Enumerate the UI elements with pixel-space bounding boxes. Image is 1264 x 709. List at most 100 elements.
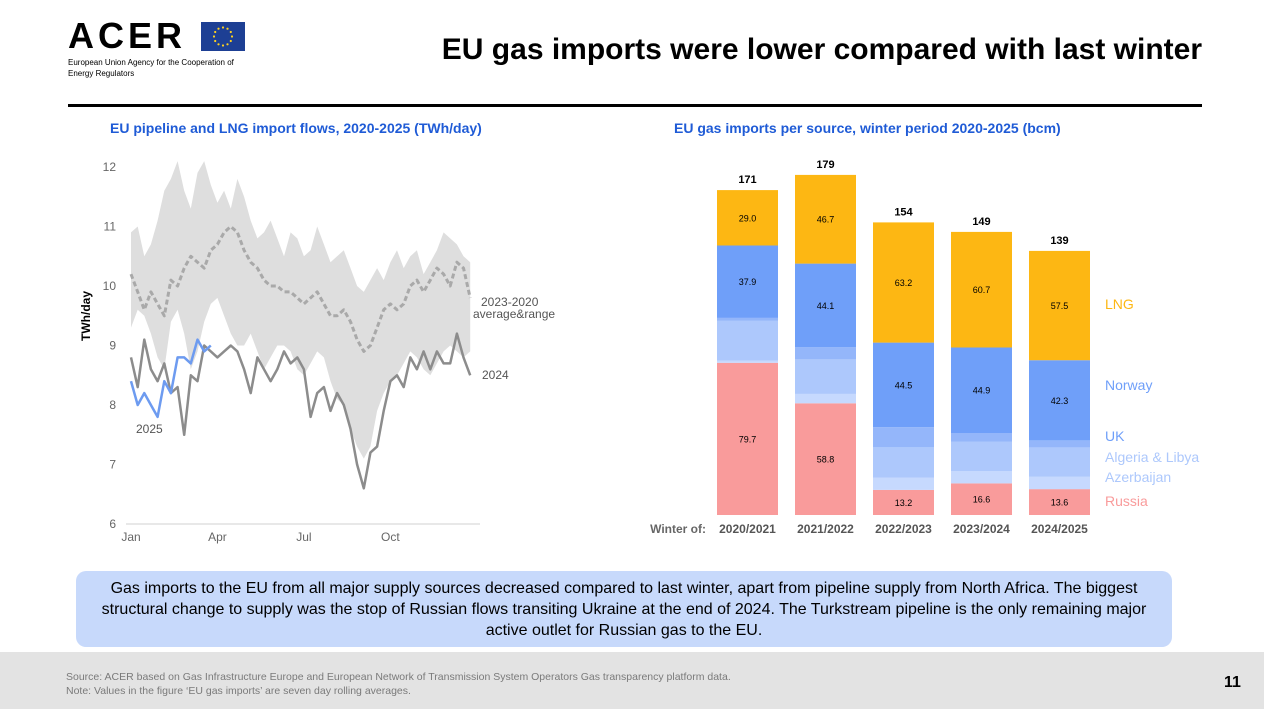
- bar-value-label: 60.7: [973, 285, 991, 295]
- bar-value-label: 42.3: [1051, 396, 1069, 406]
- bar-segment: [717, 190, 778, 246]
- y-tick-label: 11: [104, 220, 117, 234]
- average-line: [129, 225, 472, 353]
- flag-star: [217, 43, 220, 46]
- flag-star: [229, 30, 232, 34]
- bar-value-label: 37.9: [739, 277, 757, 287]
- bar-segment: [795, 359, 856, 394]
- x-category-label: 2020/2021: [719, 522, 776, 536]
- bar-value-label: 46.7: [817, 215, 835, 225]
- bar-segment: [795, 263, 856, 348]
- bar-segment: [873, 342, 934, 428]
- bar-value-label: 13.6: [1051, 498, 1069, 508]
- legend-label: Russia: [1105, 493, 1148, 509]
- values-note: Note: Values in the figure ‘EU gas impor…: [66, 685, 411, 697]
- bar-value-label: 57.5: [1051, 301, 1069, 311]
- bar-segment: [1029, 360, 1090, 441]
- legend-label: Algeria & Libya: [1105, 449, 1199, 465]
- range-band: [131, 161, 471, 459]
- bar-segment: [873, 427, 934, 448]
- x-tick-label: Apr: [208, 530, 227, 544]
- x-category-label: 2022/2023: [875, 522, 932, 536]
- bar-segment: [1029, 447, 1090, 477]
- flag-star: [214, 30, 217, 34]
- import-flows-line-chart: 6 7 8 9 10 11 12 Jan Apr Jul Oct TWh/day 2023-2020av…: [79, 160, 555, 544]
- x-category-label: 2021/2022: [797, 522, 854, 536]
- flag-star: [221, 44, 225, 47]
- bar-value-label: 29.0: [739, 213, 757, 223]
- bar-segment: [795, 393, 856, 404]
- bar-segment: [873, 222, 934, 343]
- chart-2-title: EU gas imports per source, winter period…: [674, 120, 1061, 136]
- bar-total-label: 179: [816, 159, 834, 171]
- flag-star: [226, 27, 229, 30]
- legend-label: LNG: [1105, 296, 1134, 312]
- bar-value-label: 63.2: [895, 278, 913, 288]
- eu-flag-icon: [201, 22, 245, 51]
- bar-value-label: 79.7: [739, 434, 757, 444]
- legend-label-average-range: 2023-2020: [481, 295, 539, 309]
- bar-segment: [951, 441, 1012, 471]
- bar-segment: [795, 174, 856, 264]
- flag-star: [214, 39, 217, 43]
- bar-segment: [951, 483, 1012, 515]
- bar-segment: [1029, 250, 1090, 361]
- bar-segment: [951, 432, 1012, 442]
- legend-label: Norway: [1105, 377, 1152, 393]
- y-tick-label: 12: [103, 160, 117, 174]
- chart-1-title: EU pipeline and LNG import flows, 2020-2…: [110, 120, 482, 136]
- x-tick-label: Oct: [381, 530, 400, 544]
- flag-star: [230, 35, 234, 38]
- flag-star: [217, 27, 220, 30]
- page-title: EU gas imports were lower compared with …: [441, 33, 1202, 66]
- imports-per-source-bar-chart: 79.7 37.9 29.0 171 2020/2021 58.8 44.1 46.7 179 2…: [650, 159, 1199, 536]
- flag-star: [212, 35, 216, 38]
- bar-segment: [717, 245, 778, 318]
- bar-value-label: 44.1: [817, 301, 835, 311]
- bar-segment: [873, 447, 934, 478]
- y-tick-label: 8: [109, 398, 116, 412]
- bar-total-label: 139: [1050, 235, 1068, 247]
- legend-label: UK: [1105, 428, 1125, 444]
- bar-value-label: 44.9: [973, 386, 991, 396]
- bar-value-label: 16.6: [973, 495, 991, 505]
- y-tick-label: 6: [109, 517, 116, 531]
- bar-segment: [873, 489, 934, 515]
- footer-bar: [0, 652, 1264, 709]
- bar-segment: [795, 403, 856, 515]
- source-note: Source: ACER based on Gas Infrastructure…: [66, 671, 731, 683]
- bar-segment: [1029, 476, 1090, 490]
- y-tick-label: 9: [109, 339, 116, 353]
- legend-label: Azerbaijan: [1105, 469, 1171, 485]
- logo-subtitle: European Union Agency for the Cooperatio…: [68, 58, 234, 78]
- line-2024: [129, 332, 472, 490]
- bar-total-label: 171: [738, 174, 756, 186]
- y-tick-label: 10: [103, 279, 117, 293]
- bar-segment: [951, 471, 1012, 484]
- x-category-label: 2024/2025: [1031, 522, 1088, 536]
- title-divider: [68, 104, 1202, 107]
- page-number: 11: [1224, 674, 1241, 691]
- legend-label-2025: 2025: [136, 422, 163, 436]
- bar-total-label: 154: [894, 206, 913, 218]
- legend-label-2024: 2024: [482, 368, 509, 382]
- flag-star: [221, 26, 225, 29]
- x-tick-label: Jan: [121, 530, 140, 544]
- bar-segment: [717, 320, 778, 361]
- bar-segment: [717, 317, 778, 321]
- x-category-label: 2023/2024: [953, 522, 1010, 536]
- y-tick-label: 7: [109, 458, 116, 472]
- bar-segment: [795, 347, 856, 360]
- bar-segment: [951, 231, 1012, 348]
- bar-segment: [951, 347, 1012, 433]
- line-2025: [129, 338, 212, 419]
- bar-segment: [717, 362, 778, 515]
- bar-segment: [1029, 489, 1090, 515]
- flag-star: [229, 39, 232, 43]
- flag-star: [226, 43, 229, 46]
- y-axis-label: TWh/day: [79, 291, 93, 341]
- bar-segment: [873, 477, 934, 490]
- footer-notes: Source: ACER based on Gas Infrastructure…: [66, 670, 731, 698]
- bar-value-label: 44.5: [895, 380, 913, 390]
- legend-label-average-range: average&range: [473, 307, 555, 321]
